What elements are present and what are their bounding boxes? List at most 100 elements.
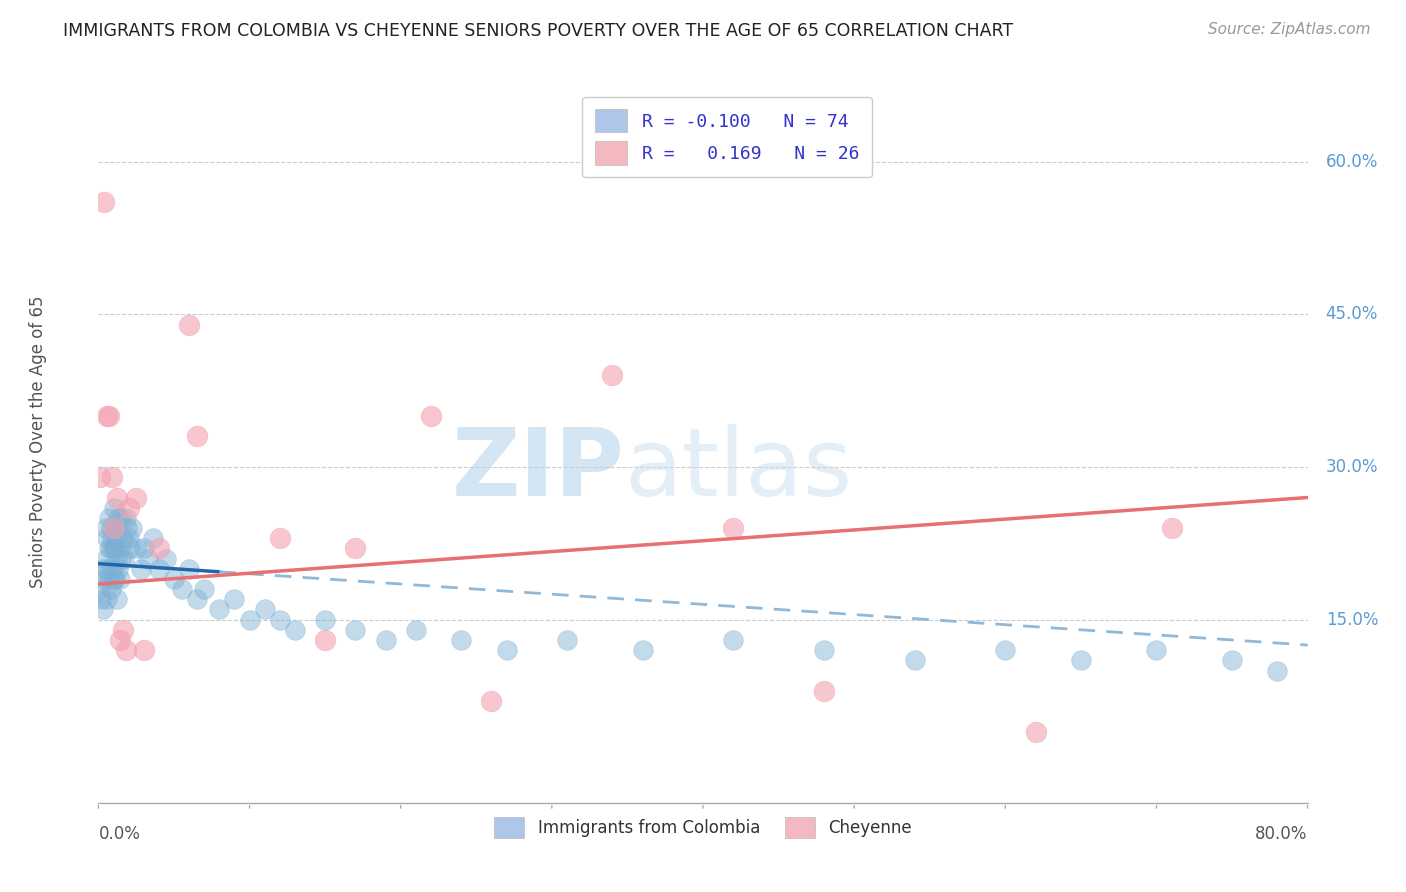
Point bbox=[89, 582, 111, 596]
Point bbox=[110, 511, 132, 525]
Point bbox=[142, 531, 165, 545]
Point bbox=[121, 521, 143, 535]
Point bbox=[110, 551, 132, 566]
Point bbox=[1160, 521, 1182, 535]
Point bbox=[239, 613, 262, 627]
Text: atlas: atlas bbox=[624, 425, 852, 516]
Point bbox=[269, 531, 291, 545]
Point bbox=[179, 318, 201, 332]
Text: Source: ZipAtlas.com: Source: ZipAtlas.com bbox=[1208, 22, 1371, 37]
Point bbox=[1220, 653, 1243, 667]
Point bbox=[208, 602, 231, 616]
Point bbox=[179, 562, 201, 576]
Point bbox=[93, 195, 115, 210]
Point bbox=[374, 632, 396, 647]
Point bbox=[100, 582, 122, 596]
Point bbox=[118, 531, 141, 545]
Point bbox=[108, 632, 131, 647]
Point bbox=[1267, 664, 1289, 678]
Point bbox=[602, 368, 624, 383]
Text: Seniors Poverty Over the Age of 65: Seniors Poverty Over the Age of 65 bbox=[30, 295, 46, 588]
Point bbox=[495, 643, 517, 657]
Point bbox=[813, 643, 835, 657]
Point bbox=[120, 541, 142, 556]
Point bbox=[186, 592, 208, 607]
Text: 60.0%: 60.0% bbox=[1326, 153, 1378, 170]
Point bbox=[314, 613, 336, 627]
Point bbox=[105, 551, 128, 566]
Point bbox=[94, 521, 117, 535]
Point bbox=[224, 592, 246, 607]
Point bbox=[125, 491, 148, 505]
Point bbox=[98, 511, 121, 525]
Point bbox=[105, 491, 128, 505]
Point bbox=[129, 562, 152, 576]
Point bbox=[103, 541, 125, 556]
Point bbox=[96, 531, 118, 545]
Point bbox=[904, 653, 927, 667]
Point bbox=[631, 643, 654, 657]
Point bbox=[193, 582, 215, 596]
Point bbox=[344, 541, 367, 556]
Point bbox=[269, 613, 291, 627]
Text: ZIP: ZIP bbox=[451, 425, 624, 516]
Point bbox=[112, 551, 135, 566]
Point bbox=[284, 623, 307, 637]
Point bbox=[994, 643, 1017, 657]
Point bbox=[101, 531, 124, 545]
Point bbox=[148, 541, 170, 556]
Text: 0.0%: 0.0% bbox=[98, 825, 141, 843]
Point bbox=[91, 562, 114, 576]
Point bbox=[186, 429, 208, 443]
Text: 15.0%: 15.0% bbox=[1326, 611, 1378, 629]
Point bbox=[98, 541, 121, 556]
Point bbox=[101, 562, 124, 576]
Point bbox=[118, 500, 141, 515]
Legend: Immigrants from Colombia, Cheyenne: Immigrants from Colombia, Cheyenne bbox=[488, 810, 918, 845]
Point bbox=[96, 409, 118, 423]
Point bbox=[105, 531, 128, 545]
Point bbox=[89, 470, 111, 484]
Point bbox=[100, 521, 122, 535]
Point bbox=[1144, 643, 1167, 657]
Point bbox=[136, 551, 159, 566]
Point bbox=[481, 694, 503, 708]
Point bbox=[155, 551, 177, 566]
Text: 45.0%: 45.0% bbox=[1326, 305, 1378, 323]
Point bbox=[91, 602, 114, 616]
Point bbox=[90, 592, 112, 607]
Point bbox=[111, 623, 134, 637]
Point bbox=[103, 572, 125, 586]
Point bbox=[105, 592, 128, 607]
Point bbox=[1024, 724, 1046, 739]
Point bbox=[813, 684, 835, 698]
Point bbox=[114, 643, 136, 657]
Text: IMMIGRANTS FROM COLOMBIA VS CHEYENNE SENIORS POVERTY OVER THE AGE OF 65 CORRELAT: IMMIGRANTS FROM COLOMBIA VS CHEYENNE SEN… bbox=[63, 22, 1014, 40]
Point bbox=[344, 623, 367, 637]
Point bbox=[98, 409, 121, 423]
Point bbox=[98, 572, 121, 586]
Point bbox=[94, 551, 117, 566]
Point bbox=[104, 541, 127, 556]
Point bbox=[132, 643, 155, 657]
Point bbox=[96, 592, 118, 607]
Point bbox=[103, 521, 125, 535]
Text: 80.0%: 80.0% bbox=[1256, 825, 1308, 843]
Point bbox=[96, 562, 118, 576]
Point bbox=[163, 572, 186, 586]
Point bbox=[107, 562, 129, 576]
Point bbox=[148, 562, 170, 576]
Point bbox=[114, 511, 136, 525]
Point bbox=[104, 521, 127, 535]
Point bbox=[101, 470, 124, 484]
Point bbox=[314, 632, 336, 647]
Point bbox=[405, 623, 427, 637]
Point bbox=[420, 409, 443, 423]
Point bbox=[723, 521, 745, 535]
Point bbox=[1070, 653, 1092, 667]
Point bbox=[107, 511, 129, 525]
Point bbox=[450, 632, 472, 647]
Point bbox=[103, 500, 125, 515]
Point bbox=[108, 541, 131, 556]
Point bbox=[253, 602, 276, 616]
